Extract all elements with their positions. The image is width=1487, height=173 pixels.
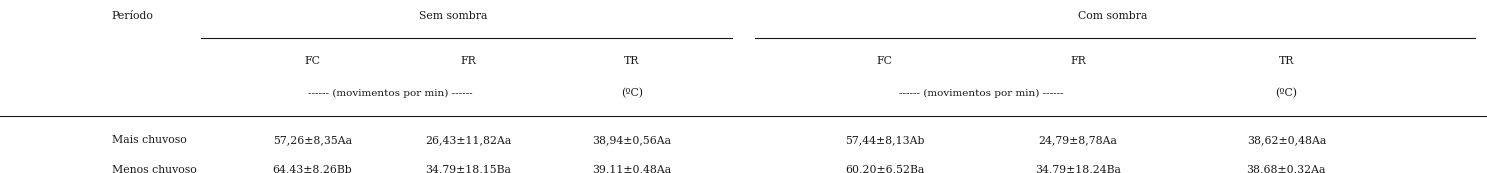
Text: ------ (movimentos por min) ------: ------ (movimentos por min) ------ xyxy=(900,89,1063,98)
Text: Mais chuvoso: Mais chuvoso xyxy=(112,135,186,145)
Text: 38,94±0,56Aa: 38,94±0,56Aa xyxy=(592,135,672,145)
Text: 24,79±8,78Aa: 24,79±8,78Aa xyxy=(1038,135,1118,145)
Text: 39,11±0,48Aa: 39,11±0,48Aa xyxy=(592,165,672,173)
Text: FR: FR xyxy=(1071,56,1086,66)
Text: 34,79±18,15Ba: 34,79±18,15Ba xyxy=(425,165,512,173)
Text: 38,68±0,32Aa: 38,68±0,32Aa xyxy=(1246,165,1326,173)
Text: (ºC): (ºC) xyxy=(1276,88,1297,99)
Text: 64,43±8,26Bb: 64,43±8,26Bb xyxy=(272,165,352,173)
Text: 57,44±8,13Ab: 57,44±8,13Ab xyxy=(845,135,925,145)
Text: Período: Período xyxy=(112,11,153,21)
Text: Menos chuvoso: Menos chuvoso xyxy=(112,165,196,173)
Text: 34,79±18,24Ba: 34,79±18,24Ba xyxy=(1035,165,1121,173)
Text: 57,26±8,35Aa: 57,26±8,35Aa xyxy=(272,135,352,145)
Text: ------ (movimentos por min) ------: ------ (movimentos por min) ------ xyxy=(308,89,473,98)
Text: Sem sombra: Sem sombra xyxy=(419,11,488,21)
Text: TR: TR xyxy=(1279,56,1294,66)
Text: Com sombra: Com sombra xyxy=(1078,11,1146,21)
Text: TR: TR xyxy=(625,56,639,66)
Text: FR: FR xyxy=(461,56,476,66)
Text: 38,62±0,48Aa: 38,62±0,48Aa xyxy=(1246,135,1326,145)
Text: (ºC): (ºC) xyxy=(622,88,642,99)
Text: FC: FC xyxy=(877,56,892,66)
Text: 60,20±6,52Ba: 60,20±6,52Ba xyxy=(845,165,925,173)
Text: FC: FC xyxy=(305,56,320,66)
Text: 26,43±11,82Aa: 26,43±11,82Aa xyxy=(425,135,512,145)
